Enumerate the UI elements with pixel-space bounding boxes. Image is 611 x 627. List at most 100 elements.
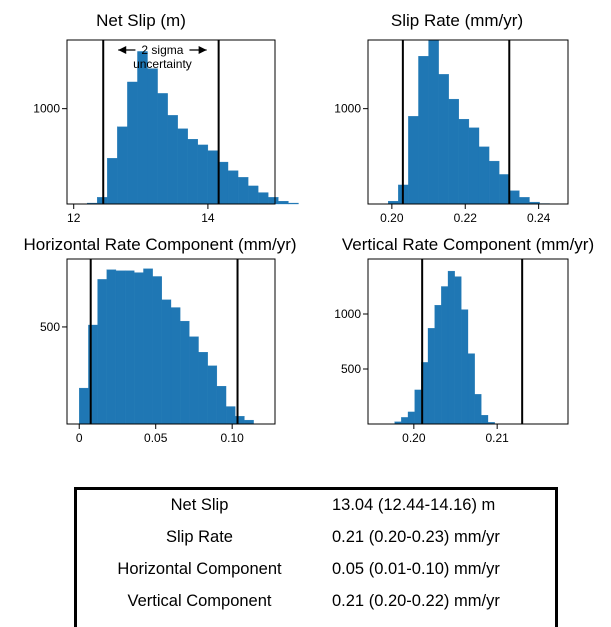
histogram-bar: [459, 119, 469, 204]
histogram-bar: [117, 127, 127, 204]
summary-label: Vertical Component: [77, 592, 322, 611]
histogram-bar: [134, 273, 143, 424]
summary-label: Horizontal Component: [77, 560, 322, 579]
histogram-bar: [479, 147, 489, 204]
summary-row-vertical: Vertical Component 0.21 (0.20-0.22) mm/y…: [77, 588, 555, 620]
summary-label: Net Slip: [77, 496, 322, 515]
histogram-bar: [116, 271, 125, 424]
summary-table: Net Slip 13.04 (12.44-14.16) m Slip Rate…: [74, 487, 558, 627]
histogram-bar: [481, 415, 488, 424]
histogram-bar: [428, 328, 435, 424]
histogram-bar: [238, 177, 248, 204]
summary-label: Slip Rate: [77, 528, 322, 547]
histogram-bar: [148, 69, 158, 204]
histogram-bar: [509, 191, 519, 204]
histogram-bar: [429, 40, 439, 204]
x-tick-label: 12: [67, 211, 81, 225]
histogram-bar: [178, 129, 188, 204]
histogram-bar: [208, 366, 217, 424]
summary-value: 0.21 (0.20-0.23) mm/yr: [332, 528, 500, 547]
x-tick-label: 0.20: [402, 431, 426, 445]
histogram-bar: [408, 412, 415, 424]
histogram-bar: [143, 269, 152, 424]
histogram-bar: [162, 300, 171, 424]
x-tick-label: 0: [76, 431, 83, 445]
histogram-bar: [188, 139, 198, 204]
histogram-bar: [158, 93, 168, 204]
histogram-bar: [461, 310, 468, 424]
histogram-bar: [455, 277, 462, 424]
chart-title: Slip Rate (mm/yr): [391, 11, 523, 30]
histogram-bar: [288, 203, 298, 204]
histogram-bar: [125, 271, 134, 424]
x-tick-label: 0.24: [527, 211, 551, 225]
histogram-bar: [489, 161, 499, 204]
histogram-bar: [519, 197, 529, 204]
histogram-bar: [435, 305, 442, 424]
histogram-bar: [449, 99, 459, 204]
y-tick-label: 1000: [33, 102, 60, 116]
histogram-bar: [189, 337, 198, 424]
histogram-bar: [198, 145, 208, 204]
x-tick-label: 0.22: [454, 211, 478, 225]
chart-title: Horizontal Rate Component (mm/yr): [23, 235, 296, 254]
histogram-bar: [97, 197, 107, 204]
histogram-bar: [217, 386, 226, 424]
histogram-bar: [107, 270, 116, 424]
histogram-bar: [499, 174, 509, 204]
x-tick-label: 0.21: [485, 431, 509, 445]
histogram-bar: [168, 115, 178, 204]
chart-title: Vertical Rate Component (mm/yr): [342, 235, 594, 254]
histogram-bar: [475, 394, 482, 424]
histogram-bar: [258, 193, 268, 204]
annotation-text: uncertainty: [133, 57, 192, 71]
x-tick-label: 0.20: [380, 211, 404, 225]
chart-panel-3: Horizontal Rate Component (mm/yr) 0 0.05 0.…: [23, 235, 296, 445]
summary-row-slip-rate: Slip Rate 0.21 (0.20-0.23) mm/yr: [77, 524, 555, 556]
y-tick-label: 1000: [334, 307, 361, 321]
histogram-bar: [98, 279, 107, 424]
arrowhead-left: [118, 46, 126, 54]
histogram-bar: [180, 321, 189, 424]
histogram-bar: [448, 271, 455, 424]
histogram-bar: [127, 82, 137, 204]
chart-title: Net Slip (m): [96, 11, 186, 30]
histogram-bar: [226, 407, 235, 424]
histogram-bar: [401, 417, 408, 424]
y-tick-label: 500: [40, 320, 60, 334]
summary-value: 0.21 (0.20-0.22) mm/yr: [332, 592, 500, 611]
histogram-bar: [228, 171, 238, 204]
histogram-bar: [208, 151, 218, 204]
chart-panel-2: Slip Rate (mm/yr) 0.20 0.22 0.24 1000: [334, 11, 568, 225]
histogram-bar: [469, 128, 479, 204]
summary-value: 0.05 (0.01-0.10) mm/yr: [332, 560, 500, 579]
summary-row-horizontal: Horizontal Component 0.05 (0.01-0.10) mm…: [77, 556, 555, 588]
chart-panel-4: Vertical Rate Component (mm/yr) 0.20 0.21 5…: [334, 235, 594, 445]
annotation-text: 2 sigma: [141, 43, 183, 57]
histogram-bar: [244, 420, 253, 424]
histogram-bar: [415, 390, 422, 424]
x-tick-label: 14: [201, 211, 215, 225]
y-tick-label: 500: [341, 362, 361, 376]
histogram-bar: [268, 197, 278, 204]
summary-value: 13.04 (12.44-14.16) m: [332, 496, 495, 515]
histogram-bar: [418, 56, 428, 204]
histogram-bar: [79, 388, 88, 424]
x-tick-label: 0.10: [220, 431, 244, 445]
histogram-bar: [468, 354, 475, 424]
y-tick-label: 1000: [334, 102, 361, 116]
histogram-bar: [171, 308, 180, 424]
histogram-bar: [278, 201, 288, 204]
summary-row-net-slip: Net Slip 13.04 (12.44-14.16) m: [77, 492, 555, 524]
histogram-bar: [199, 352, 208, 424]
histogram-bar: [107, 158, 117, 204]
histogram-bar: [137, 51, 147, 204]
histogram-bar: [248, 186, 258, 204]
arrowhead-right: [199, 46, 207, 54]
histogram-bar: [408, 116, 418, 204]
histogram-bar: [439, 74, 449, 204]
histogram-bar: [441, 287, 448, 425]
x-tick-label: 0.05: [144, 431, 168, 445]
